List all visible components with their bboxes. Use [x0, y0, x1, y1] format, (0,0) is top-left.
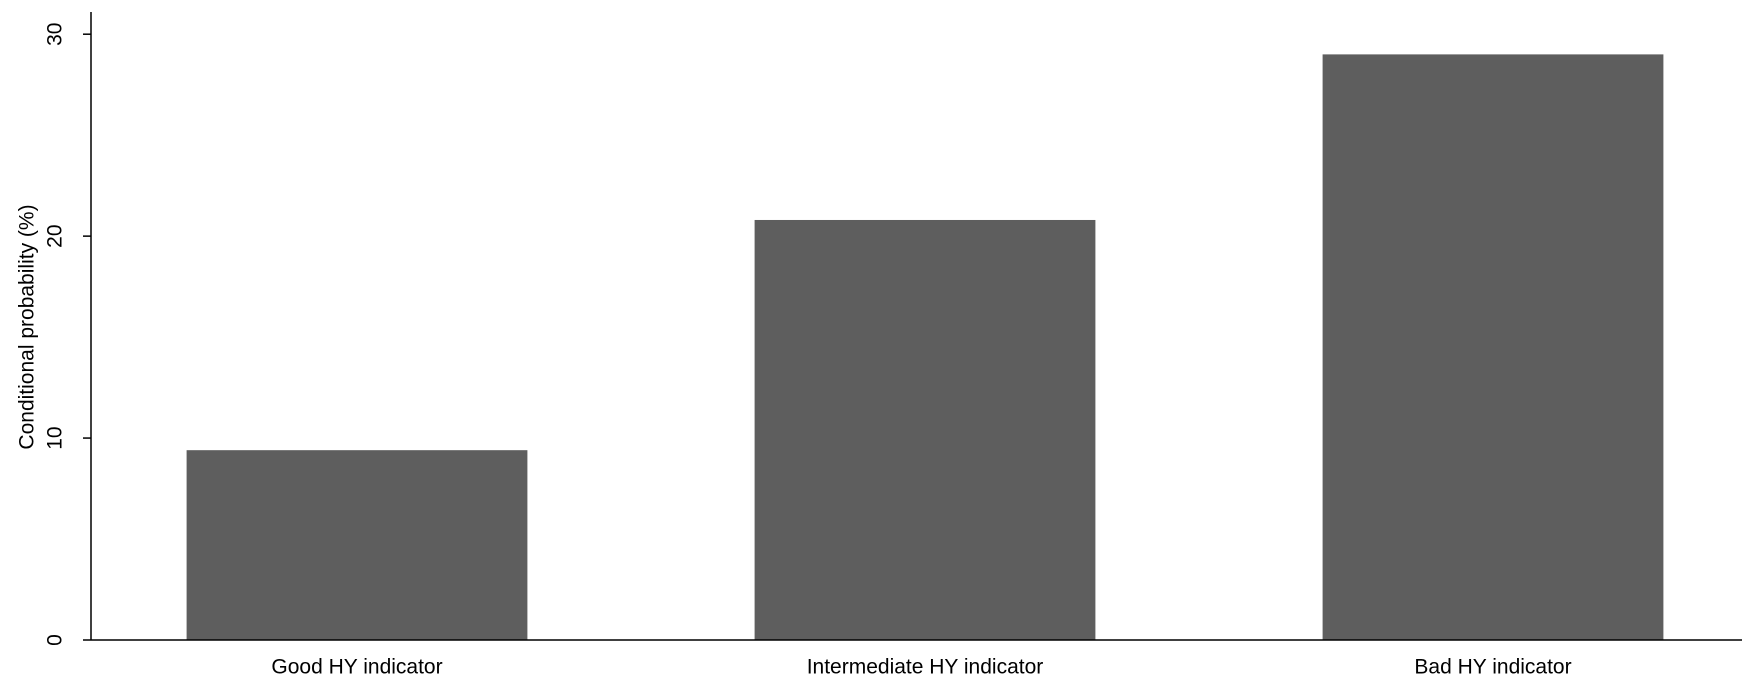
- y-tick-label: 0: [44, 634, 67, 646]
- x-tick-label: Intermediate HY indicator: [807, 656, 1044, 678]
- y-axis-label: Conditional probability (%): [16, 204, 39, 449]
- x-tick-label: Good HY indicator: [271, 656, 442, 678]
- y-tick-label: 20: [44, 224, 67, 247]
- x-tick-label: Bad HY indicator: [1414, 656, 1571, 678]
- bar: [1322, 54, 1664, 641]
- y-tick-label: 10: [44, 426, 67, 449]
- bar: [754, 219, 1096, 641]
- bar: [186, 450, 528, 640]
- y-tick-label: 30: [44, 23, 67, 46]
